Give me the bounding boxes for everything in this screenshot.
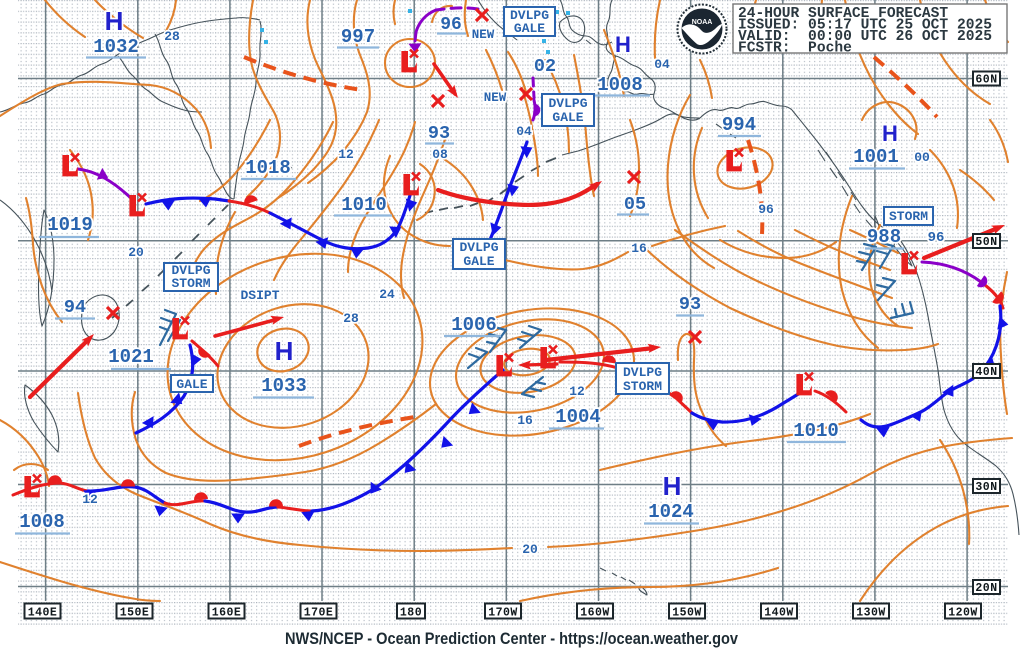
- svg-text:1024: 1024: [648, 501, 694, 523]
- svg-text:20: 20: [522, 542, 538, 557]
- svg-text:12: 12: [569, 384, 585, 399]
- svg-text:1019: 1019: [47, 214, 93, 236]
- svg-text:1021: 1021: [108, 346, 154, 368]
- svg-text:140W: 140W: [764, 607, 794, 620]
- svg-text:H: H: [882, 121, 898, 146]
- svg-text:50N: 50N: [975, 236, 997, 249]
- svg-text:40N: 40N: [975, 366, 997, 379]
- svg-text:DVLPG: DVLPG: [171, 263, 210, 278]
- svg-text:20: 20: [128, 245, 144, 260]
- svg-text:DVLPG: DVLPG: [548, 96, 587, 111]
- svg-text:02: 02: [534, 56, 556, 77]
- svg-text:STORM: STORM: [171, 276, 210, 291]
- svg-text:170E: 170E: [304, 607, 334, 620]
- svg-text:16: 16: [631, 241, 647, 256]
- svg-text:96: 96: [440, 15, 462, 35]
- svg-text:1008: 1008: [19, 511, 65, 533]
- svg-text:VALID: 00:00 UTC 26 OCT 2025: VALID: 00:00 UTC 26 OCT 2025: [738, 29, 992, 45]
- svg-text:DVLPG: DVLPG: [510, 8, 549, 23]
- svg-text:1010: 1010: [341, 194, 387, 216]
- svg-text:160W: 160W: [580, 607, 610, 620]
- svg-text:1008: 1008: [597, 74, 643, 96]
- svg-text:H: H: [275, 336, 294, 366]
- svg-text:H: H: [105, 6, 124, 36]
- svg-text:1010: 1010: [793, 420, 839, 442]
- svg-text:994: 994: [722, 114, 756, 136]
- svg-text:1004: 1004: [555, 406, 601, 428]
- svg-text:DSIPT: DSIPT: [240, 288, 279, 303]
- svg-text:1001: 1001: [853, 146, 899, 168]
- svg-text:28: 28: [343, 311, 359, 326]
- svg-text:60N: 60N: [975, 74, 997, 87]
- svg-text:20N: 20N: [975, 582, 997, 595]
- svg-text:04: 04: [654, 57, 670, 72]
- svg-text:988: 988: [867, 226, 901, 248]
- svg-text:DVLPG: DVLPG: [459, 240, 498, 255]
- svg-text:150W: 150W: [672, 607, 702, 620]
- svg-text:24: 24: [379, 287, 395, 302]
- svg-text:H: H: [663, 471, 682, 501]
- svg-text:1018: 1018: [245, 157, 291, 179]
- svg-text:NEW: NEW: [484, 91, 507, 105]
- svg-text:96: 96: [928, 230, 945, 246]
- svg-text:STORM: STORM: [889, 209, 928, 224]
- svg-text:NOAA: NOAA: [692, 19, 713, 26]
- svg-text:GALE: GALE: [552, 110, 583, 125]
- svg-text:170W: 170W: [488, 607, 518, 620]
- svg-text:180: 180: [400, 607, 422, 620]
- svg-text:04: 04: [516, 124, 532, 139]
- svg-text:08: 08: [432, 147, 448, 162]
- svg-text:05: 05: [624, 194, 646, 215]
- svg-text:DVLPG: DVLPG: [623, 365, 662, 380]
- svg-text:GALE: GALE: [463, 254, 494, 269]
- svg-text:FCSTR: Poche: FCSTR: Poche: [738, 41, 852, 57]
- svg-text:1032: 1032: [93, 36, 139, 58]
- svg-text:12: 12: [338, 147, 354, 162]
- svg-text:93: 93: [679, 294, 701, 315]
- svg-text:96: 96: [758, 202, 774, 217]
- svg-text:STORM: STORM: [623, 379, 662, 394]
- svg-text:00: 00: [914, 150, 930, 165]
- svg-text:H: H: [615, 32, 631, 57]
- svg-text:93: 93: [428, 123, 450, 144]
- svg-text:16: 16: [517, 413, 533, 428]
- svg-text:997: 997: [341, 26, 375, 48]
- svg-text:28: 28: [164, 29, 180, 44]
- svg-text:120W: 120W: [948, 607, 978, 620]
- svg-text:24-HOUR SURFACE FORECAST: 24-HOUR SURFACE FORECAST: [738, 6, 948, 22]
- svg-text:150E: 150E: [120, 607, 150, 620]
- svg-text:12: 12: [82, 492, 98, 507]
- svg-text:GALE: GALE: [176, 377, 207, 392]
- svg-text:94: 94: [64, 297, 86, 318]
- svg-text:140E: 140E: [28, 607, 58, 620]
- svg-text:1033: 1033: [261, 375, 307, 397]
- svg-text:1006: 1006: [451, 314, 497, 336]
- svg-text:30N: 30N: [975, 481, 997, 494]
- svg-text:130W: 130W: [856, 607, 886, 620]
- svg-text:160E: 160E: [212, 607, 242, 620]
- svg-text:ISSUED: 05:17 UTC 25 OCT 2025: ISSUED: 05:17 UTC 25 OCT 2025: [738, 18, 992, 34]
- svg-text:GALE: GALE: [514, 21, 545, 36]
- svg-text:NEW: NEW: [472, 28, 495, 42]
- svg-text:NWS/NCEP - Ocean Prediction Ce: NWS/NCEP - Ocean Prediction Center - htt…: [285, 629, 738, 648]
